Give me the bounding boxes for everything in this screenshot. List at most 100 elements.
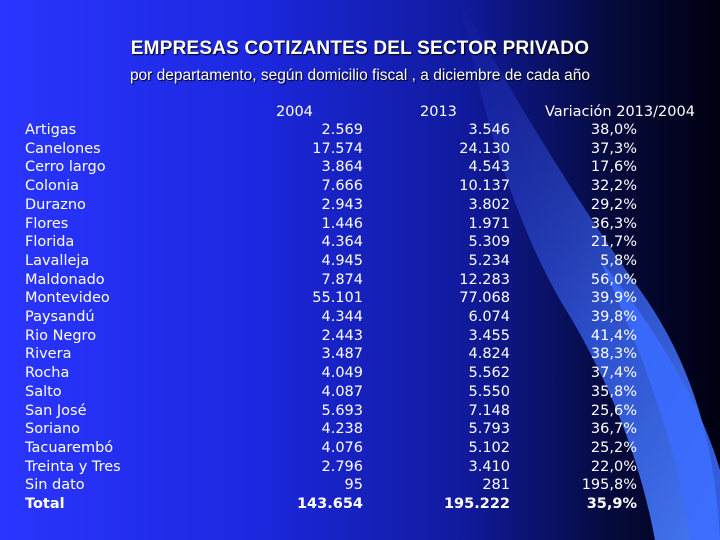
variation-cell: 39,8% [590,309,637,325]
department-cell: Canelones [25,140,101,157]
department-cell: San José [25,402,87,419]
variation-cell: 32,2% [590,178,637,195]
value-2004-cell: 3.864 [321,159,363,176]
value-2013-cell: 5.309 [468,234,510,251]
value-2013-cell: 5.102 [468,439,510,456]
value-2013-cell: 5.550 [468,383,510,400]
department-cell: Durazno [25,196,86,213]
department-cell: Montevideo [25,290,110,307]
department-cell: Flores [25,215,69,232]
value-2004-cell: 55.101 [312,290,363,307]
department-cell: Rocha [25,365,70,382]
value-2013-cell: 5.793 [468,421,510,438]
variation-cell: 21,7% [590,234,637,251]
variation-cell: 36,3% [590,215,637,232]
variation-cell: 39,9% [590,290,637,307]
department-cell: Maldonado [25,271,105,288]
value-2004-cell: 3.487 [321,346,363,363]
value-2004-cell: 4.087 [321,383,363,400]
value-2013-cell: 3.802 [468,196,510,213]
column-header-variation: Variación 2013/2004 [545,104,695,120]
variation-cell: 195,8% [581,477,637,494]
value-2004-cell: 2.443 [321,327,363,344]
table-row-total: Total 143.654 195.222 35,9% [0,496,720,515]
value-2013-cell: 12.283 [459,271,510,288]
table-row: Artigas 2.569 3.546 38,0% [0,122,720,141]
variation-cell: 5,8% [600,252,637,269]
variation-cell: 38,3% [590,346,637,363]
department-cell: Paysandú [25,309,95,325]
table-row: Canelones 17.574 24.130 37,3% [0,141,720,160]
total-label: Total [25,496,65,512]
department-cell: Soriano [25,421,81,438]
department-cell: Sin dato [25,477,85,494]
variation-cell: 56,0% [590,271,637,288]
variation-cell: 29,2% [590,196,637,213]
table-row: Maldonado 7.874 12.283 56,0% [0,272,720,291]
value-2004-cell: 4.945 [321,252,363,269]
variation-cell: 22,0% [590,458,637,475]
variation-cell: 37,3% [590,140,637,157]
department-cell: Rio Negro [25,327,97,344]
value-2004-cell: 4.344 [321,309,363,325]
department-cell: Treinta y Tres [25,458,121,475]
table-row: Colonia 7.666 10.137 32,2% [0,178,720,197]
department-cell: Tacuarembó [25,439,114,456]
value-2004-cell: 4.238 [321,421,363,438]
total-variation: 35,9% [586,496,637,512]
table-row: Durazno 2.943 3.802 29,2% [0,197,720,216]
value-2004-cell: 1.446 [321,215,363,232]
value-2004-cell: 4.076 [321,439,363,456]
value-2013-cell: 281 [482,477,510,494]
value-2013-cell: 4.824 [468,346,510,363]
table-row: Rio Negro 2.443 3.455 41,4% [0,328,720,347]
value-2004-cell: 5.693 [321,402,363,419]
value-2013-cell: 5.234 [468,252,510,269]
table-row: Flores 1.446 1.971 36,3% [0,216,720,235]
total-2013: 195.222 [443,496,510,512]
value-2004-cell: 2.943 [321,196,363,213]
variation-cell: 25,2% [590,439,637,456]
department-cell: Salto [25,383,62,400]
value-2013-cell: 1.971 [468,215,510,232]
value-2013-cell: 77.068 [459,290,510,307]
table-row: Paysandú 4.344 6.074 39,8% [0,309,720,328]
value-2004-cell: 17.574 [312,140,363,157]
department-cell: Lavalleja [25,252,90,269]
page-title: EMPRESAS COTIZANTES DEL SECTOR PRIVADO [130,38,590,59]
value-2013-cell: 4.543 [468,159,510,176]
table-row: San José 5.693 7.148 25,6% [0,403,720,422]
department-cell: Rivera [25,346,72,363]
table-row: Salto 4.087 5.550 35,8% [0,384,720,403]
table-row: Florida 4.364 5.309 21,7% [0,234,720,253]
value-2013-cell: 24.130 [459,140,510,157]
value-2004-cell: 7.874 [321,271,363,288]
table-row: Rivera 3.487 4.824 38,3% [0,346,720,365]
department-cell: Colonia [25,178,79,195]
value-2004-cell: 2.796 [321,458,363,475]
department-cell: Artigas [25,122,77,138]
variation-cell: 25,6% [590,402,637,419]
variation-cell: 37,4% [590,365,637,382]
table-row: Rocha 4.049 5.562 37,4% [0,365,720,384]
value-2013-cell: 3.546 [468,122,510,138]
table-row: Tacuarembó 4.076 5.102 25,2% [0,440,720,459]
table-row: Montevideo 55.101 77.068 39,9% [0,290,720,309]
value-2004-cell: 4.364 [321,234,363,251]
value-2004-cell: 2.569 [321,122,363,138]
column-header-2013: 2013 [420,104,457,120]
page-subtitle: por departamento, según domicilio fiscal… [129,67,591,84]
value-2013-cell: 5.562 [468,365,510,382]
table-row: Treinta y Tres 2.796 3.410 22,0% [0,459,720,478]
department-cell: Cerro largo [25,159,106,176]
value-2004-cell: 7.666 [321,178,363,195]
variation-cell: 38,0% [590,122,637,138]
variation-cell: 36,7% [590,421,637,438]
department-cell: Florida [25,234,75,251]
table-row: Sin dato 95 281 195,8% [0,477,720,496]
column-header-2004: 2004 [276,104,313,120]
value-2013-cell: 3.455 [468,327,510,344]
variation-cell: 41,4% [590,327,637,344]
table-row: Lavalleja 4.945 5.234 5,8% [0,253,720,272]
